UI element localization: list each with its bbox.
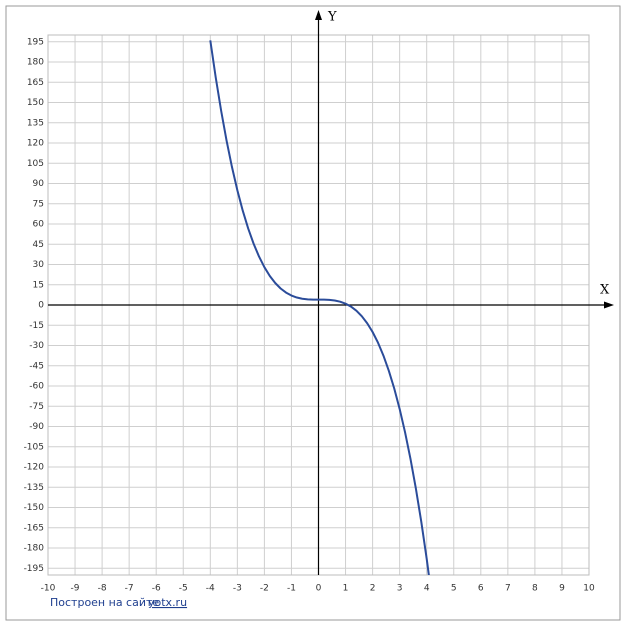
y-tick-label: -45: [29, 361, 44, 371]
y-tick-label: -180: [24, 544, 45, 554]
footer-link[interactable]: yotx.ru: [148, 596, 187, 609]
x-tick-label: -8: [98, 584, 107, 594]
x-tick-label: 6: [478, 584, 484, 594]
y-tick-label: -60: [29, 382, 44, 392]
y-tick-label: 15: [33, 280, 44, 290]
x-tick-label: 10: [583, 584, 595, 594]
x-tick-label: 9: [559, 584, 565, 594]
x-tick-label: 0: [316, 584, 322, 594]
y-axis-label: Y: [327, 10, 337, 25]
function-curve: [209, 40, 430, 575]
x-tick-label: 5: [451, 584, 457, 594]
y-tick-label: -90: [29, 422, 44, 432]
x-tick-label: 8: [532, 584, 538, 594]
y-tick-label: -75: [29, 402, 44, 412]
y-tick-label: 180: [27, 58, 44, 68]
y-tick-label: -120: [24, 463, 45, 473]
footer-text: Построен на сайте: [50, 596, 159, 609]
y-tick-label: 120: [27, 139, 44, 149]
y-tick-label: 150: [27, 98, 44, 108]
y-tick-label: 0: [38, 301, 44, 311]
x-tick-label: -4: [206, 584, 215, 594]
y-tick-label: 105: [27, 159, 44, 169]
x-axis-arrow: [604, 301, 614, 309]
y-tick-label: -30: [29, 341, 44, 351]
y-tick-label: 75: [33, 199, 44, 209]
frame: [5, 5, 621, 621]
x-tick-label: -2: [260, 584, 269, 594]
x-axis-label: X: [600, 283, 610, 298]
x-tick-label: -5: [179, 584, 188, 594]
plot-area: [209, 40, 430, 575]
axes: [48, 10, 614, 575]
x-tick-label: -6: [152, 584, 161, 594]
x-tick-label: -9: [71, 584, 80, 594]
y-tick-label: 195: [27, 37, 44, 47]
y-tick-label: -165: [24, 523, 44, 533]
x-tick-label: 3: [397, 584, 403, 594]
x-tick-label: -3: [233, 584, 242, 594]
y-tick-label: -135: [24, 483, 44, 493]
y-tick-label: 30: [33, 260, 45, 270]
y-tick-label: 135: [27, 118, 44, 128]
x-tick-label: -10: [41, 584, 56, 594]
y-tick-label: 90: [33, 179, 45, 189]
y-axis-arrow: [315, 10, 322, 20]
y-tick-label: -105: [24, 442, 44, 452]
y-tick-label: -150: [24, 503, 45, 513]
y-tick-label: 165: [27, 78, 44, 88]
x-tick-label: 2: [370, 584, 376, 594]
x-tick-label: 1: [343, 584, 349, 594]
x-tick-label: -7: [125, 584, 134, 594]
x-tick-label: -1: [287, 584, 296, 594]
y-tick-label: -195: [24, 564, 44, 574]
y-tick-label: -15: [29, 321, 44, 331]
y-tick-label: 60: [33, 220, 45, 230]
x-tick-label: 7: [505, 584, 511, 594]
x-tick-label: 4: [424, 584, 430, 594]
y-tick-label: 45: [33, 240, 44, 250]
